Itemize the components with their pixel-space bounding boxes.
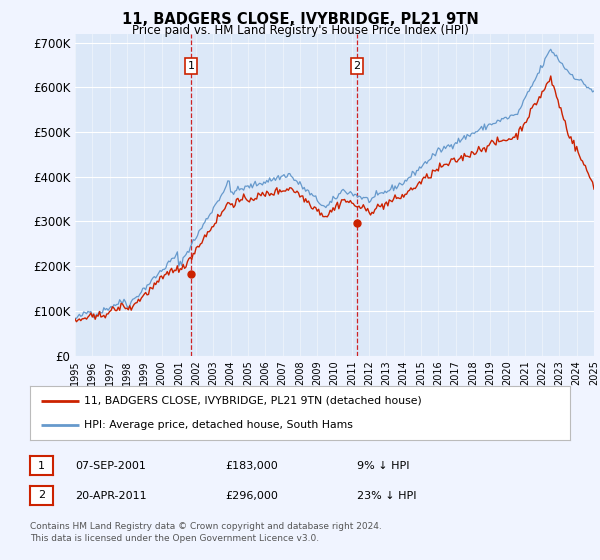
Text: 23% ↓ HPI: 23% ↓ HPI [357, 491, 416, 501]
Text: 11, BADGERS CLOSE, IVYBRIDGE, PL21 9TN: 11, BADGERS CLOSE, IVYBRIDGE, PL21 9TN [122, 12, 478, 27]
Text: 9% ↓ HPI: 9% ↓ HPI [357, 461, 409, 471]
Text: 2: 2 [38, 491, 45, 500]
Text: 1: 1 [38, 461, 45, 470]
Text: 07-SEP-2001: 07-SEP-2001 [75, 461, 146, 471]
Text: Price paid vs. HM Land Registry's House Price Index (HPI): Price paid vs. HM Land Registry's House … [131, 24, 469, 37]
Text: Contains HM Land Registry data © Crown copyright and database right 2024.
This d: Contains HM Land Registry data © Crown c… [30, 522, 382, 543]
Text: 2: 2 [353, 61, 361, 71]
Text: £296,000: £296,000 [225, 491, 278, 501]
Text: 20-APR-2011: 20-APR-2011 [75, 491, 146, 501]
Text: 1: 1 [188, 61, 194, 71]
Text: £183,000: £183,000 [225, 461, 278, 471]
Text: 11, BADGERS CLOSE, IVYBRIDGE, PL21 9TN (detached house): 11, BADGERS CLOSE, IVYBRIDGE, PL21 9TN (… [84, 396, 422, 406]
Text: HPI: Average price, detached house, South Hams: HPI: Average price, detached house, Sout… [84, 420, 353, 430]
